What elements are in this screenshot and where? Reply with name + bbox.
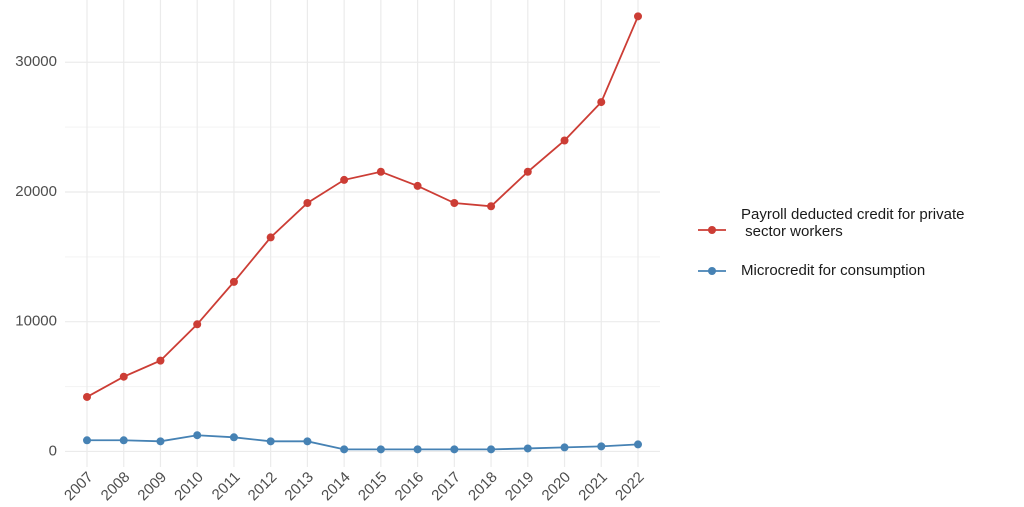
x-tick-label: 2016 — [392, 469, 428, 505]
data-point — [83, 436, 91, 445]
data-point — [156, 437, 165, 446]
legend-key-point — [708, 226, 716, 234]
data-point — [266, 233, 275, 242]
data-point — [634, 440, 642, 449]
data-point — [376, 445, 385, 454]
data-point — [340, 175, 349, 184]
data-point — [560, 136, 569, 145]
x-tick-label: 2011 — [209, 469, 244, 504]
data-point — [597, 98, 606, 107]
legend-key-point — [708, 267, 716, 275]
data-point — [340, 445, 349, 454]
data-point — [450, 199, 459, 208]
series-line — [86, 15, 639, 398]
x-tick-label: 2018 — [465, 469, 501, 505]
data-point — [487, 202, 496, 211]
data-point — [303, 437, 312, 446]
data-point — [193, 431, 202, 440]
data-point — [83, 392, 91, 401]
legend-label: Microcredit for consumption — [741, 262, 926, 279]
data-point — [413, 181, 422, 190]
data-point — [450, 445, 459, 454]
data-point — [597, 442, 606, 451]
x-tick-label: 2012 — [245, 469, 281, 505]
x-tick-label: 2008 — [98, 469, 134, 505]
x-tick-label: 2022 — [612, 469, 648, 505]
x-tick-label: 2021 — [575, 469, 611, 505]
data-point — [266, 437, 275, 446]
data-point — [119, 436, 128, 445]
data-point — [303, 199, 312, 208]
x-tick-label: 2020 — [539, 469, 575, 505]
data-point — [193, 320, 202, 329]
x-tick-label: 2017 — [428, 469, 464, 505]
y-tick-label: 30000 — [15, 53, 57, 70]
y-tick-label: 20000 — [15, 183, 57, 200]
series-line — [87, 434, 639, 451]
data-point — [523, 444, 532, 453]
data-point — [229, 277, 238, 286]
y-tick-label: 10000 — [15, 313, 57, 330]
data-point — [413, 445, 422, 454]
data-point — [523, 167, 532, 176]
data-point — [229, 433, 238, 442]
x-tick-label: 2010 — [171, 469, 207, 505]
data-point — [156, 356, 165, 365]
legend-label: Payroll deducted credit for private sect… — [741, 205, 965, 240]
data-point — [119, 372, 128, 381]
x-tick-label: 2009 — [134, 469, 170, 505]
y-tick-label: 0 — [49, 442, 57, 459]
x-tick-label: 2013 — [281, 469, 317, 505]
data-point — [560, 443, 569, 452]
data-point — [487, 445, 496, 454]
data-point — [376, 167, 385, 176]
data-point — [634, 12, 642, 21]
x-tick-label: 2007 — [61, 469, 97, 505]
x-tick-label: 2014 — [318, 469, 354, 505]
x-tick-label: 2015 — [355, 469, 391, 505]
x-tick-label: 2019 — [502, 469, 538, 505]
